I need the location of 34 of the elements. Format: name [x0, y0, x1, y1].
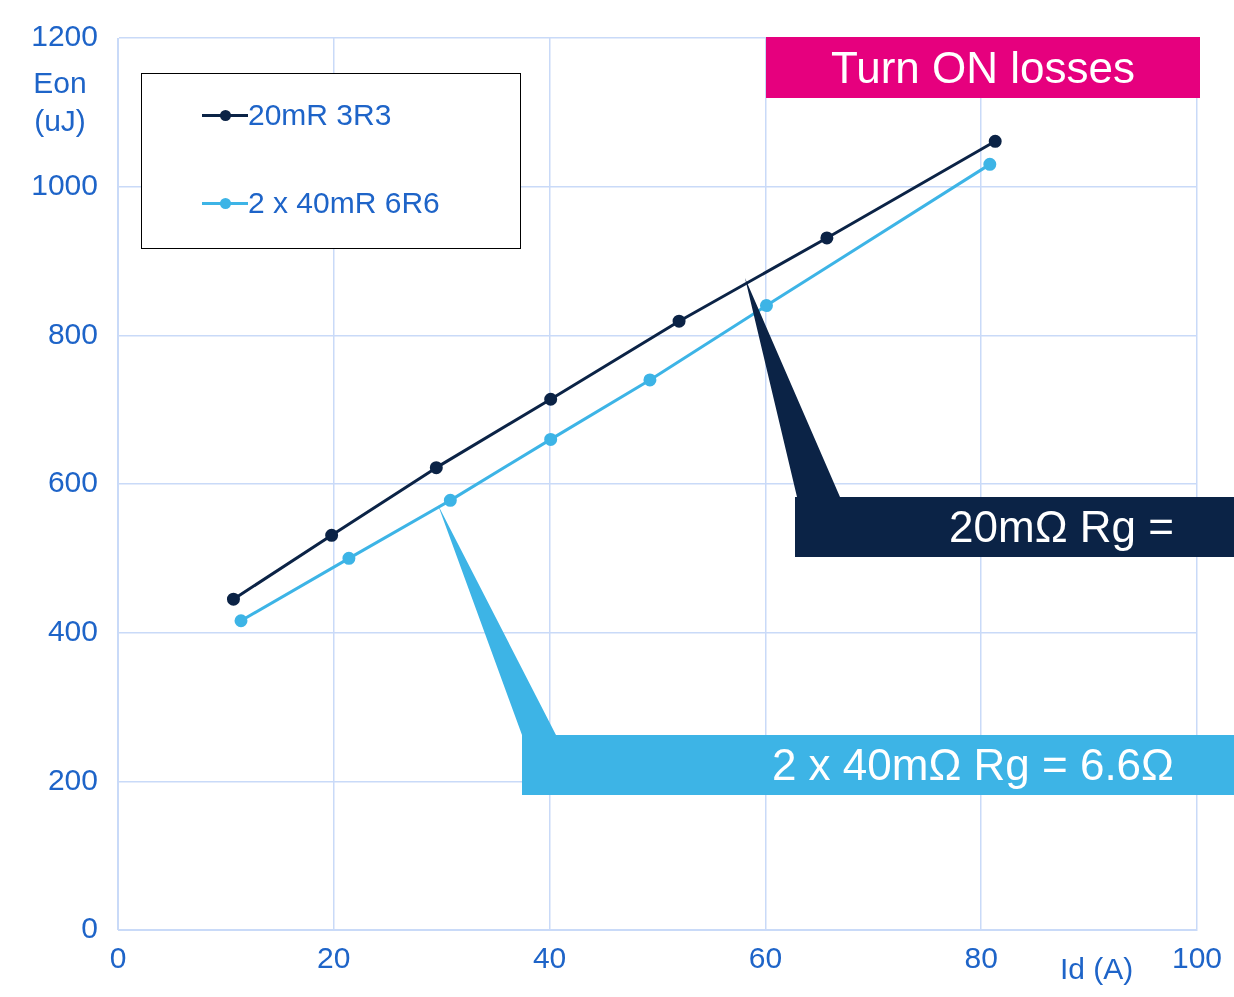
y-tick-label: 1200 — [31, 19, 98, 53]
point — [226, 592, 240, 606]
x-tick-label: 80 — [964, 941, 998, 975]
point — [429, 461, 443, 475]
x-tick-label: 100 — [1171, 941, 1222, 975]
x-tick-label: 60 — [748, 941, 783, 975]
annotation: 2 x 40mΩ Rg = 6.6Ω — [771, 739, 1174, 791]
point — [988, 134, 1002, 148]
legend-label: 20mR 3R3 — [248, 98, 392, 132]
x-tick-label: 0 — [109, 941, 127, 975]
y-axis-title: Eon (uJ) — [32, 65, 88, 139]
point — [643, 373, 657, 387]
y-tick-label: 800 — [47, 316, 98, 350]
point — [983, 157, 997, 171]
point — [544, 432, 558, 446]
x-axis-title: Id (A) — [1060, 952, 1134, 986]
point — [325, 528, 339, 542]
point — [544, 392, 558, 406]
x-tick-label: 40 — [532, 941, 567, 975]
point — [342, 551, 356, 565]
y-tick-label: 600 — [47, 465, 98, 499]
legend-label: 2 x 40mR 6R6 — [248, 186, 440, 220]
y-tick-label: 400 — [47, 613, 98, 647]
point — [820, 231, 834, 245]
point — [759, 299, 773, 313]
x-tick-label: 20 — [317, 941, 351, 975]
chart-title: Turn ON losses — [766, 37, 1200, 98]
y-tick-label: 200 — [47, 762, 98, 796]
y-tick-label: 1000 — [31, 167, 98, 201]
annotation: 20mΩ Rg = — [949, 501, 1174, 553]
point — [234, 614, 248, 628]
point — [443, 493, 457, 507]
point — [672, 314, 686, 328]
y-tick-label: 0 — [81, 911, 98, 945]
